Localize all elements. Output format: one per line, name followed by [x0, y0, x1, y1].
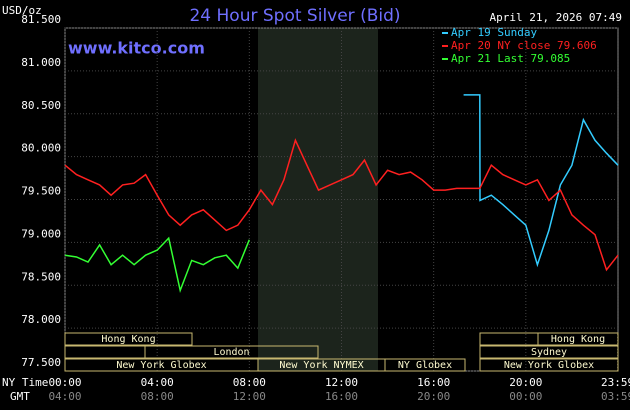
legend-label: Apr 20 NY close 79.606: [451, 39, 597, 52]
y-tick-label: 79.000: [21, 227, 61, 240]
session-label: New York Globex: [504, 360, 594, 371]
session-box: [537, 332, 619, 346]
y-tick-label: 79.500: [21, 185, 61, 198]
session-box: [64, 345, 146, 359]
timestamp: April 21, 2026 07:49: [490, 11, 622, 24]
x2-tick-label: 20:00: [417, 390, 450, 403]
x-tick-label: 08:00: [233, 376, 266, 389]
series-line: [64, 236, 250, 294]
legend-label: Apr 21 Last 79.085: [451, 52, 570, 65]
x2-tick-label: 00:00: [509, 390, 542, 403]
session-label: Sydney: [531, 347, 567, 358]
x-tick-label: 23:59: [601, 376, 630, 389]
y-tick-label: 78.000: [21, 313, 61, 326]
x-tick-label: 00:00: [48, 376, 81, 389]
unit-label: USD/oz: [2, 4, 42, 17]
session-label: London: [213, 347, 249, 358]
session-label: Hong Kong: [551, 334, 605, 345]
x-tick-label: 04:00: [141, 376, 174, 389]
y-tick-label: 81.000: [21, 56, 61, 69]
session-box: [64, 332, 193, 346]
x2-tick-label: 04:00: [48, 390, 81, 403]
session-box: [384, 358, 466, 372]
session-label: New York Globex: [116, 360, 206, 371]
x2-axis-label: GMT: [10, 390, 30, 403]
y-tick-label: 80.500: [21, 99, 61, 112]
y-tick-label: 80.000: [21, 142, 61, 155]
x-tick-label: 12:00: [325, 376, 358, 389]
watermark: www.kitco.com: [68, 39, 205, 58]
x-tick-label: 16:00: [417, 376, 450, 389]
session-label: New York NYMEX: [279, 360, 363, 371]
y-tick-label: 81.500: [21, 13, 61, 26]
series-line: [463, 94, 619, 268]
legend-label: Apr 19 Sunday: [451, 26, 537, 39]
session-box: [144, 345, 319, 359]
x-axis-label: NY Time: [2, 376, 48, 389]
chart-title: 24 Hour Spot Silver (Bid): [189, 6, 400, 26]
session-label: NY Globex: [398, 360, 452, 371]
x2-tick-label: 03:59: [601, 390, 630, 403]
y-tick-label: 77.500: [21, 356, 61, 369]
x2-tick-label: 16:00: [325, 390, 358, 403]
series-line: [64, 138, 619, 272]
session-box: [479, 332, 539, 346]
y-tick-label: 78.500: [21, 270, 61, 283]
session-box: [479, 358, 619, 372]
x-tick-label: 20:00: [509, 376, 542, 389]
session-box: [479, 345, 619, 359]
x2-tick-label: 08:00: [141, 390, 174, 403]
session-label: Hong Kong: [101, 334, 155, 345]
x2-tick-label: 12:00: [233, 390, 266, 403]
